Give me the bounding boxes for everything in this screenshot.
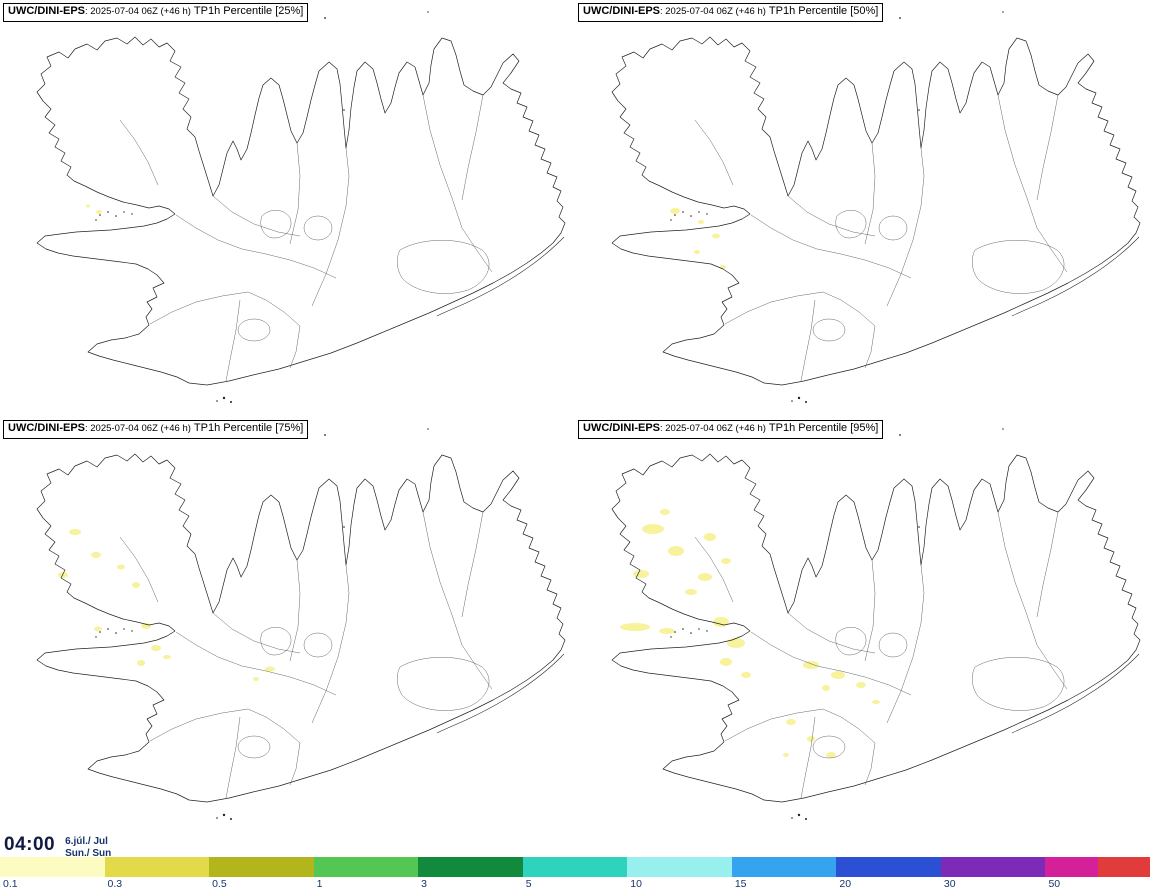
precip-blobs (58, 529, 275, 681)
valid-time: 04:00 (4, 834, 56, 855)
colorbar (0, 857, 1150, 877)
colorbar-tick: 15 (734, 878, 747, 890)
colorbar-tick: 1 (316, 878, 323, 890)
colorbar-segment (836, 857, 941, 877)
precip-blobs (620, 509, 880, 758)
colorbar-segment (104, 857, 210, 877)
colorbar-tick: 3 (421, 878, 428, 890)
model-name: UWC/DINI-EPS (8, 5, 85, 17)
colorbar-segment (522, 857, 628, 877)
colorbar-ticks: 0.1 0.3 0.5 1 3 5 10 15 20 30 50 (0, 877, 1150, 892)
valid-time-row: 04:00 6.júl./ Jul Sun./ Sun (0, 834, 1150, 859)
parameter-label: TP1h Percentile [95%] (768, 422, 879, 434)
valid-date: 6.júl./ Jul (65, 836, 108, 847)
colorbar-segment (627, 857, 732, 877)
iceland-map-25 (36, 10, 566, 404)
valid-date-block: 6.júl./ Jul Sun./ Sun (65, 835, 111, 859)
panel-title-95: UWC/DINI-EPS: 2025-07-04 06Z (+46 h) TP1h… (578, 420, 884, 439)
colorbar-segment (731, 857, 837, 877)
panel-percentile-50: UWC/DINI-EPS: 2025-07-04 06Z (+46 h) TP1h… (575, 0, 1150, 417)
colorbar-tick: 50 (1048, 878, 1061, 890)
iceland-map-50 (611, 10, 1141, 404)
colorbar-tick: 5 (525, 878, 532, 890)
valid-day: Sun./ Sun (65, 847, 112, 859)
iceland-map-75 (36, 427, 566, 821)
colorbar-tick: 10 (630, 878, 642, 890)
colorbar-segment (0, 857, 105, 877)
parameter-label: TP1h Percentile [75%] (193, 422, 304, 434)
precip-blobs (86, 204, 102, 214)
run-time: : 2025-07-04 06Z (+46 h) (660, 423, 766, 434)
colorbar-segment (1097, 857, 1150, 877)
model-name: UWC/DINI-EPS (583, 5, 660, 17)
panel-title-75: UWC/DINI-EPS: 2025-07-04 06Z (+46 h) TP1h… (3, 420, 309, 439)
parameter-label: TP1h Percentile [50%] (768, 5, 879, 17)
colorbar-tick: 0.1 (3, 878, 18, 890)
run-time: : 2025-07-04 06Z (+46 h) (85, 423, 191, 434)
model-name: UWC/DINI-EPS (8, 422, 85, 434)
run-time: : 2025-07-04 06Z (+46 h) (660, 6, 766, 17)
colorbar-tick: 0.5 (212, 878, 227, 890)
model-name: UWC/DINI-EPS (583, 422, 660, 434)
panel-title-25: UWC/DINI-EPS: 2025-07-04 06Z (+46 h) TP1h… (3, 3, 309, 22)
footer: 04:00 6.júl./ Jul Sun./ Sun 0.1 0.3 0.5 1 3 5… (0, 834, 1150, 891)
parameter-label: TP1h Percentile [25%] (193, 5, 304, 17)
colorbar-segment (209, 857, 314, 877)
colorbar-tick: 20 (839, 878, 852, 890)
colorbar-tick: 30 (943, 878, 956, 890)
colorbar-segment (940, 857, 1046, 877)
run-time: : 2025-07-04 06Z (+46 h) (85, 6, 191, 17)
colorbar-tick: 0.3 (107, 878, 123, 890)
panel-percentile-95: UWC/DINI-EPS: 2025-07-04 06Z (+46 h) TP1h… (575, 417, 1150, 834)
map-grid: UWC/DINI-EPS: 2025-07-04 06Z (+46 h) TP1h… (0, 0, 1150, 834)
colorbar-segment (1045, 857, 1098, 877)
iceland-map-95 (611, 427, 1141, 821)
panel-percentile-75: UWC/DINI-EPS: 2025-07-04 06Z (+46 h) TP1h… (0, 417, 575, 834)
panel-title-50: UWC/DINI-EPS: 2025-07-04 06Z (+46 h) TP1h… (578, 3, 884, 22)
panel-percentile-25: UWC/DINI-EPS: 2025-07-04 06Z (+46 h) TP1h… (0, 0, 575, 417)
colorbar-segment (418, 857, 523, 877)
colorbar-segment (313, 857, 419, 877)
precip-blobs (670, 208, 726, 269)
